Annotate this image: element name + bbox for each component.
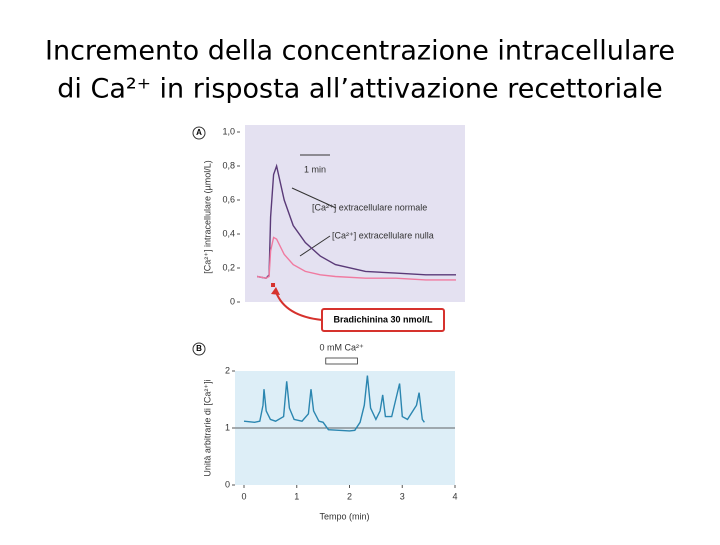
condition-bar	[325, 357, 358, 365]
y-tick-label: 2	[225, 365, 230, 375]
y-tick-label: 0,4	[222, 228, 235, 238]
stimulus-label: Bradichinina 30 nmol/L	[333, 314, 433, 324]
x-tick-label: 4	[452, 491, 457, 501]
y-tick-label: 1	[225, 422, 230, 432]
y-tick-label: 0,2	[222, 262, 235, 272]
y-tick-label: 1,0	[222, 126, 235, 136]
x-axis-label: Tempo (min)	[319, 511, 369, 521]
y-tick-label: 0	[230, 296, 235, 306]
leader-line	[291, 187, 337, 209]
y-axis-label: [Ca²⁺] intracellulare (µmol/L)	[202, 160, 212, 273]
y-tick-label: 0	[225, 479, 230, 489]
x-tick-label: 0	[241, 491, 246, 501]
condition-label: 0 mM Ca²⁺	[319, 342, 364, 352]
leader-line	[299, 235, 331, 257]
plot-background	[245, 125, 465, 302]
scale-bar-label: 1 min	[304, 164, 326, 174]
stimulus-marker	[271, 283, 276, 287]
arrow-head	[271, 287, 280, 295]
stimulus-arrow	[275, 291, 323, 321]
panel-badge	[192, 126, 206, 140]
panel-label: B	[196, 344, 202, 353]
y-axis-label: Unità arbitrarie di [Ca²⁺]i	[202, 379, 212, 476]
x-tick-label: 2	[347, 491, 352, 501]
x-tick-label: 1	[294, 491, 299, 501]
x-tick-label: 3	[400, 491, 405, 501]
panel-label: A	[196, 128, 202, 137]
y-tick-label: 0,8	[222, 160, 235, 170]
data-line	[256, 236, 456, 281]
slide-title: Incremento della concentrazione intracel…	[45, 36, 675, 67]
data-line	[256, 163, 456, 279]
series-label: [Ca²⁺] extracellulare nulla	[332, 230, 434, 240]
slide-title: di Ca²⁺ in risposta all’attivazione rece…	[57, 74, 662, 105]
data-line	[243, 375, 425, 432]
panel-badge	[192, 342, 206, 356]
series-label: [Ca²⁺] extracellulare normale	[312, 202, 427, 212]
y-tick-label: 0,6	[222, 194, 235, 204]
